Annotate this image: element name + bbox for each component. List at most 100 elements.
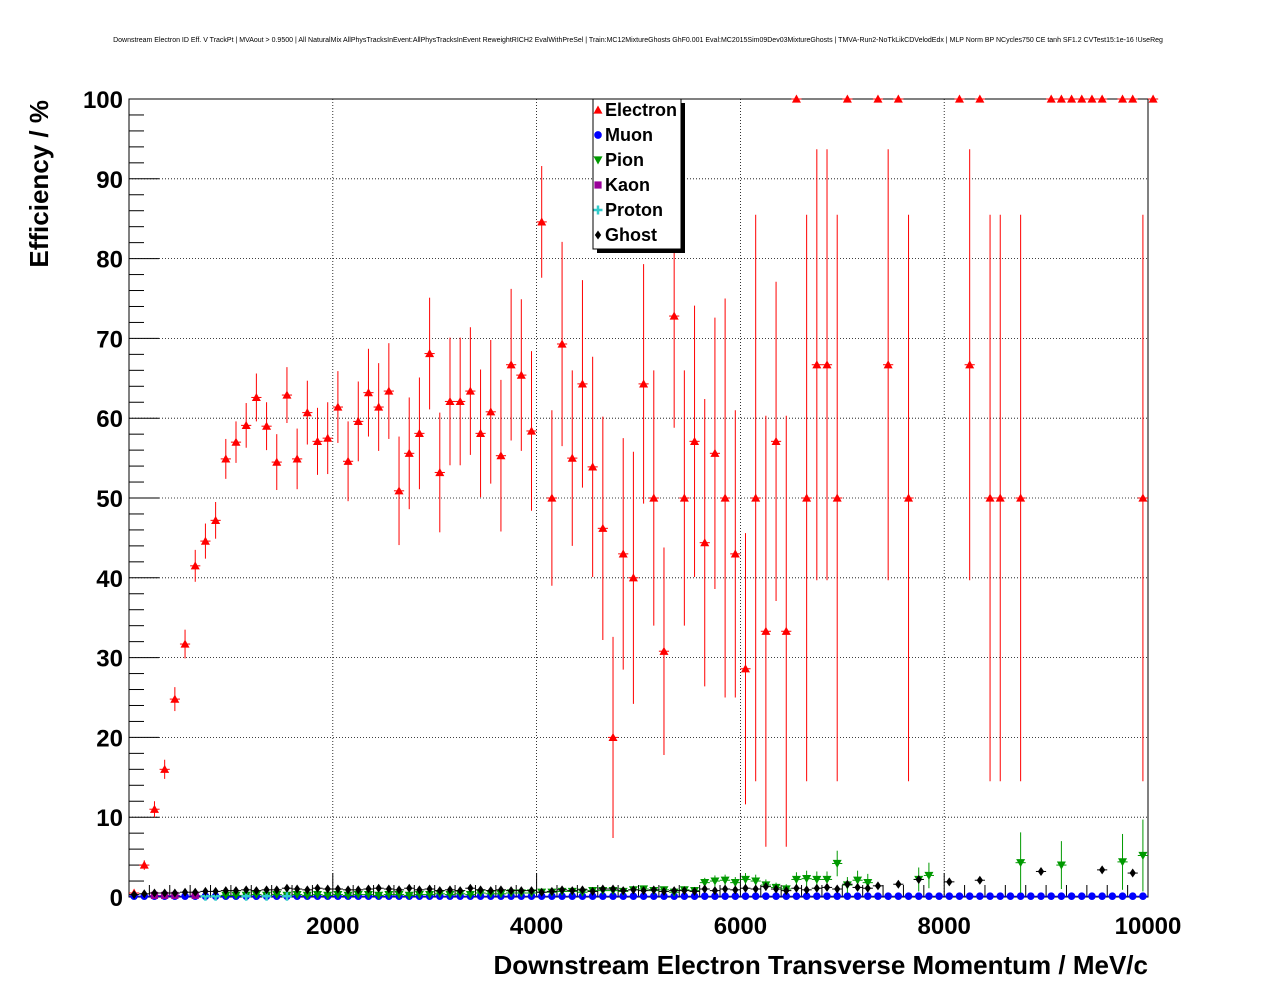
data-point [751,877,761,886]
data-point [457,886,464,896]
data-point [406,883,413,893]
data-point [1118,858,1128,867]
data-point [426,884,433,894]
data-point [243,885,250,895]
data-point [160,764,170,773]
data-point [436,886,443,896]
data-point [222,886,229,896]
data-point [1016,859,1026,868]
data-point [251,392,261,402]
data-point [497,885,505,895]
data-point [996,892,1005,901]
data-point [783,886,790,896]
y-tick-label: 10 [96,805,123,832]
data-point [965,360,975,369]
axis-ticks: 2000 4000 6000 8000 10000 0 10 20 30 40 50 60 70 80 90… [83,87,1181,940]
legend-box [592,98,682,250]
data-point [507,886,515,896]
data-point [711,892,719,901]
data-point [599,884,606,894]
data-point [700,538,710,547]
data-point [853,892,862,901]
data-point [304,885,311,895]
data-point [620,886,627,896]
data-point [681,886,688,896]
data-point [141,889,148,899]
data-point [282,390,292,399]
data-point [833,892,842,901]
data-point [1108,892,1117,901]
data-point [588,892,597,901]
data-point [496,451,506,460]
legend-marker [594,181,602,189]
data-point [710,448,720,457]
data-point [609,892,617,901]
y-tick-label: 100 [83,87,123,114]
data-point [385,884,392,894]
data-point [293,884,301,894]
data-point [822,360,832,369]
data-point [995,493,1005,502]
data-point [569,886,576,896]
data-point [170,694,180,703]
data-point [812,875,822,884]
data-point [629,892,638,901]
data-point [730,879,740,888]
data-point [781,626,791,635]
data-point [557,339,567,348]
data-point [721,884,729,894]
x-tick-label: 2000 [306,913,359,940]
data-point [954,94,964,103]
data-point [832,859,842,868]
data-point [1037,892,1045,901]
data-point [1139,892,1147,901]
data-point [630,885,637,895]
data-point [343,456,353,465]
y-tick-label: 20 [96,725,123,752]
data-point [772,892,780,901]
data-point [1057,892,1066,901]
data-point [455,396,465,406]
data-point [211,515,221,524]
data-point [282,891,292,901]
data-point [302,891,312,900]
data-point [700,892,709,901]
data-point [854,882,861,892]
data-point [579,885,586,895]
data-point [834,884,841,894]
data-point [793,883,800,893]
data-point [771,436,781,445]
data-point [619,892,628,901]
data-point [445,396,455,406]
data-point [334,884,342,894]
y-tick-label: 70 [96,326,123,353]
data-point [895,879,902,889]
data-point [832,493,842,502]
data-point [486,407,496,416]
data-point [639,379,649,388]
data-point [1016,892,1025,901]
data-point [323,433,333,442]
legend-marker [594,131,602,139]
data-point [1087,94,1097,103]
data-point [915,874,922,884]
data-point [588,462,598,471]
data-point [375,883,382,893]
y-tick-label: 0 [110,885,123,912]
data-point [1037,866,1045,876]
data-point [628,573,638,582]
data-point [853,876,863,885]
data-point [802,493,812,502]
data-point [1046,94,1056,103]
data-point [945,892,954,901]
data-point [568,892,577,901]
data-point [446,885,454,895]
data-point [751,892,760,901]
data-point [547,493,557,502]
data-point [802,875,812,884]
data-point [742,883,749,893]
data-point [212,886,219,896]
data-point [762,882,770,892]
data-point [1098,865,1106,875]
data-point [292,454,302,463]
